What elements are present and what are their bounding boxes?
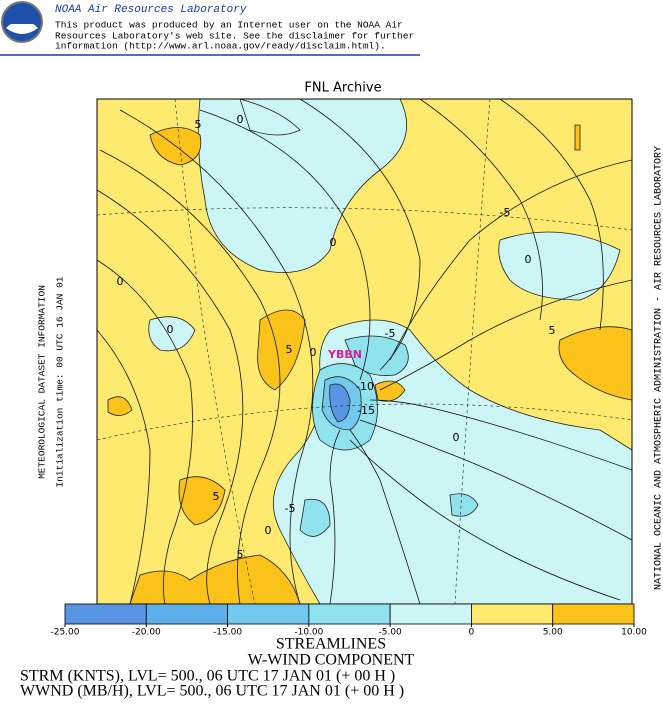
map xyxy=(97,99,632,604)
contour-label: 5 xyxy=(195,118,202,131)
contour-label: 5 xyxy=(237,548,244,561)
contour-label: -5 xyxy=(385,327,396,340)
streamline xyxy=(419,99,543,321)
contour-label: 5 xyxy=(213,490,220,503)
streamline xyxy=(199,109,371,381)
colorbar-tick-label: -25.00 xyxy=(50,628,79,638)
station-label: YBBN xyxy=(327,348,362,361)
contour-label: 0 xyxy=(117,275,124,288)
streamline xyxy=(369,399,632,471)
footer-line: W-WIND COMPONENT xyxy=(248,652,415,669)
contour-label: 0 xyxy=(453,431,460,444)
contour-label: 0 xyxy=(237,113,244,126)
contour-label: 0 xyxy=(265,524,272,537)
streamline xyxy=(389,159,632,361)
contour-label: 0 xyxy=(167,323,174,336)
disclaimer-line: Resources Laboratory's web site. See the… xyxy=(55,31,414,42)
streamline xyxy=(329,429,341,604)
streamline xyxy=(349,439,621,601)
map-title: FNL Archive xyxy=(304,81,381,96)
colorbar-tick-label: -5.00 xyxy=(378,628,402,638)
colorbar-segment xyxy=(308,603,391,625)
streamline xyxy=(379,279,632,391)
colorbar-tick-label: 0 xyxy=(469,628,475,638)
contour-label: 0 xyxy=(330,236,337,249)
colorbar: -25.00 -20.00 -15.00 -10.00 -5.00 0 5.00 10.00 xyxy=(50,603,647,638)
colorbar-segment xyxy=(552,603,635,625)
disclaimer-line: This product was produced by an Internet… xyxy=(55,20,403,31)
footer-line: STRM (KNTS), LVL= 500., 06 UTC 17 JAN 01… xyxy=(20,668,395,685)
disclaimer-line: information (http://www.arl.noaa.gov/rea… xyxy=(55,41,386,52)
colorbar-tick-label: -20.00 xyxy=(132,628,161,638)
contour-label: 0 xyxy=(310,346,317,359)
colorbar-tick-label: -15.00 xyxy=(213,628,242,638)
contour-label: -5 xyxy=(500,206,511,219)
streamline xyxy=(349,429,421,604)
contour-label: -10 xyxy=(356,380,374,393)
streamline xyxy=(99,149,281,604)
streamline xyxy=(359,419,632,541)
left-label: METEOROLOGICAL DATASET INFORMATION xyxy=(37,285,48,479)
streamline xyxy=(299,99,421,371)
colorbar-segment xyxy=(64,603,147,625)
colorbar-segment xyxy=(389,603,472,625)
footer-line: STREAMLINES xyxy=(276,636,386,653)
streamline xyxy=(97,189,244,604)
contour-label: -15 xyxy=(357,404,375,417)
streamline xyxy=(97,259,193,604)
footer-line: WWND (MB/H), LVL= 500., 06 UTC 17 JAN 01… xyxy=(20,683,404,700)
contour-label: 5 xyxy=(549,324,556,337)
contour-label: -5 xyxy=(285,502,296,515)
colorbar-tick-label: -10.00 xyxy=(294,628,323,638)
colorbar-segment xyxy=(145,603,228,625)
colorbar-tick-label: 5.00 xyxy=(543,628,563,638)
noaa-logo xyxy=(1,1,43,43)
right-label: NATIONAL OCEANIC AND ATMOSPHERIC ADMINIS… xyxy=(654,146,663,590)
colorbar-segment xyxy=(471,603,554,625)
left-label: Initialization time: 00 UTC 16 JAN 01 xyxy=(55,276,66,487)
streamline xyxy=(97,329,151,604)
contour-label: 5 xyxy=(286,343,293,356)
colorbar-segment xyxy=(227,603,310,625)
contour-label: 0 xyxy=(525,253,532,266)
streamline xyxy=(499,99,604,331)
org-title: NOAA Air Resources Laboratory xyxy=(55,4,247,16)
colorbar-tick-label: 10.00 xyxy=(621,628,647,638)
streamline xyxy=(119,109,314,604)
